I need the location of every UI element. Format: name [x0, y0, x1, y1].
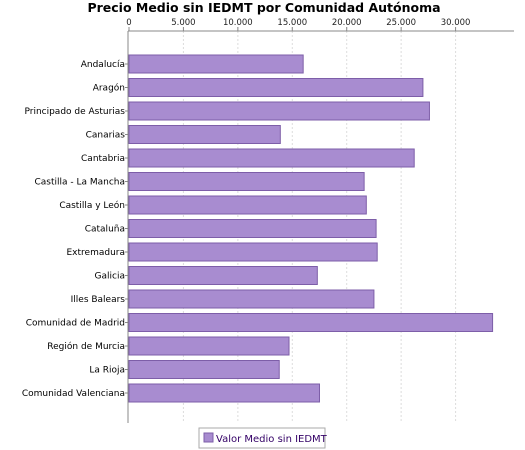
bar — [128, 360, 280, 379]
category-label: Extremadura — [67, 248, 126, 258]
category-labels: Andalucía Aragón Principado de Asturias Can… — [22, 60, 125, 399]
category-label: Castilla - La Mancha — [34, 178, 125, 188]
category-label: Illes Balears — [71, 295, 126, 305]
category-label: Canarias — [86, 131, 126, 141]
x-tick-label: 30.000 — [441, 18, 471, 28]
category-label: Cataluña — [85, 225, 125, 235]
category-label: Región de Murcia — [47, 341, 125, 352]
category-label: Galicia — [95, 272, 125, 282]
legend: Valor Medio sin IEDMT — [198, 427, 328, 449]
category-label: Comunidad Valenciana — [22, 389, 125, 399]
category-label: Castilla y León — [59, 200, 125, 211]
category-label: Principado de Asturias — [24, 107, 125, 117]
x-tick-label: 10.000 — [223, 18, 253, 28]
category-label: La Rioja — [89, 366, 125, 376]
bar — [128, 78, 424, 97]
x-tick-labels: 0 5.000 10.000 15.000 20.000 25.000 30.000 — [126, 18, 470, 28]
x-tick-label: 15.000 — [277, 18, 307, 28]
bar — [128, 289, 375, 309]
bar — [128, 242, 378, 262]
bar — [128, 313, 494, 332]
x-tick-label: 20.000 — [332, 18, 362, 28]
x-tick-label: 5.000 — [171, 18, 195, 28]
bar — [128, 195, 367, 215]
axes — [125, 27, 514, 423]
legend-swatch — [203, 432, 214, 443]
bar — [128, 148, 415, 168]
bar — [128, 101, 430, 121]
bars — [128, 54, 494, 403]
category-label: Cantabria — [81, 154, 125, 164]
legend-label: Valor Medio sin IEDMT — [216, 434, 328, 445]
category-label: Aragón — [93, 83, 125, 94]
x-tick-label: 25.000 — [386, 18, 416, 28]
bar — [128, 336, 290, 356]
bar — [128, 125, 281, 144]
bar — [128, 219, 377, 238]
bar — [128, 54, 304, 74]
x-tick-label: 0 — [126, 18, 131, 28]
chart-title: Precio Medio sin IEDMT por Comunidad Aut… — [87, 0, 440, 15]
bar — [128, 383, 320, 403]
bar — [128, 266, 318, 285]
legend-box — [198, 427, 326, 449]
category-label: Comunidad de Madrid — [26, 319, 125, 329]
bar — [128, 172, 365, 191]
category-label: Andalucía — [81, 60, 125, 70]
